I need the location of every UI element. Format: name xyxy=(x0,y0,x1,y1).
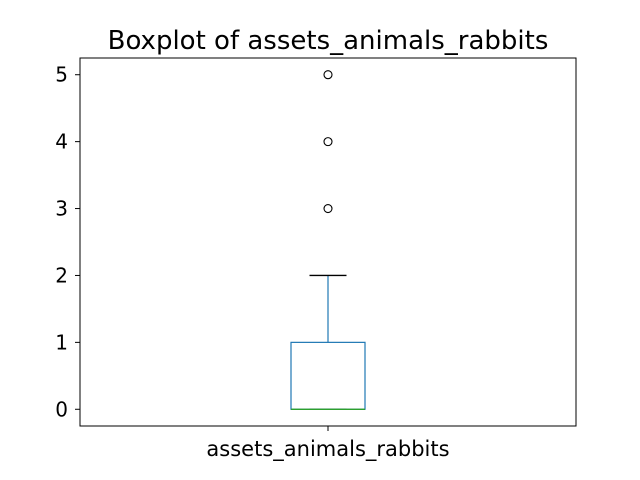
plot-frame xyxy=(79,57,577,427)
y-tick-label: 3 xyxy=(55,197,68,221)
chart-title: Boxplot of assets_animals_rabbits xyxy=(108,26,549,56)
box-marks xyxy=(290,70,366,410)
y-tick-label: 1 xyxy=(55,330,68,354)
outlier-point xyxy=(323,203,333,214)
y-tick-label: 4 xyxy=(55,130,68,154)
y-tick-label: 2 xyxy=(55,263,68,287)
y-tick-label: 5 xyxy=(55,63,68,87)
y-axis: 0 1 2 3 4 5 xyxy=(55,63,80,421)
outlier-point xyxy=(323,137,333,147)
outlier-point xyxy=(323,70,333,80)
x-axis: assets_animals_rabbits xyxy=(206,426,450,462)
box-iqr xyxy=(290,341,366,410)
x-tick-label: assets_animals_rabbits xyxy=(206,437,449,462)
y-tick-label: 0 xyxy=(55,397,68,421)
